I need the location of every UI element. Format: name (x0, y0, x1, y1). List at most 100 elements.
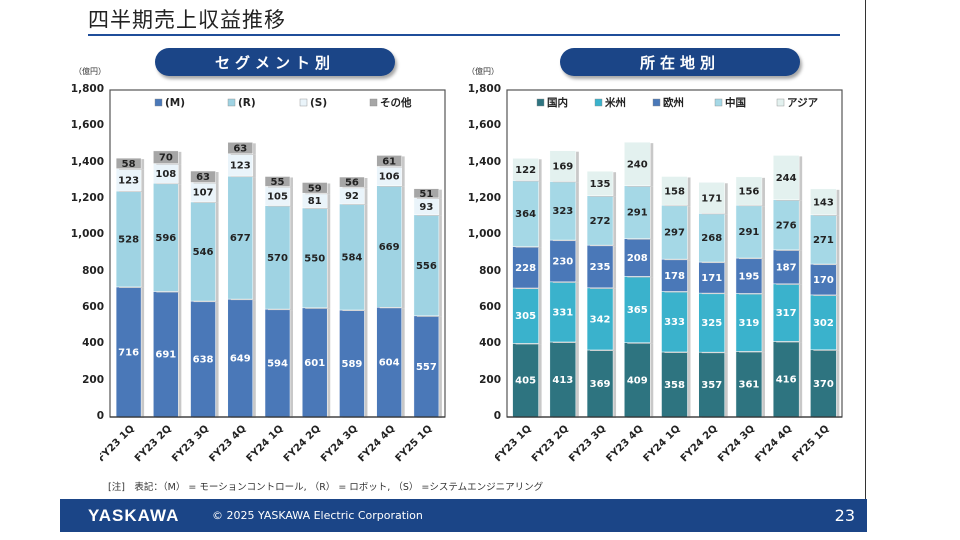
data-label: 244 (776, 173, 797, 184)
data-label: 317 (776, 308, 797, 319)
yaskawa-logo: YASKAWA (88, 506, 180, 525)
bar-segment (772, 283, 800, 342)
copyright: © 2025 YASKAWA Electric Corporation (212, 509, 423, 522)
footnote: [注] 表記：（M） = モーションコントロール, （R） = ロボット, （S… (108, 482, 544, 493)
data-label: 358 (664, 380, 685, 391)
data-label: 323 (552, 206, 573, 217)
bar-segment (624, 342, 651, 418)
legend-label: アジア (787, 97, 819, 109)
bar-segment (301, 307, 328, 418)
y-tick-label: 600 (479, 301, 501, 313)
bar-segment (512, 180, 539, 247)
segment-chart-heading: セグメント別 (155, 48, 395, 76)
data-label: 409 (627, 375, 648, 386)
y-tick-label: 1,200 (70, 192, 104, 204)
y-tick-label: 1,000 (467, 228, 501, 241)
legend-label: 米州 (604, 96, 626, 109)
region-unit-label: （億円） (467, 67, 499, 76)
bar-segment (549, 341, 577, 418)
legend-swatch (652, 98, 661, 107)
bar-segment (512, 287, 539, 344)
data-label: 81 (308, 196, 322, 207)
data-label: 268 (701, 233, 722, 244)
data-label: 195 (739, 271, 760, 282)
data-label: 171 (701, 273, 722, 284)
bar-segment (735, 293, 763, 352)
data-label: 570 (267, 253, 288, 264)
x-tick-label: FY23 1Q (100, 423, 137, 464)
y-tick-label: 1,600 (467, 119, 501, 132)
y-tick-label: 1,600 (70, 119, 104, 132)
data-label: 272 (590, 216, 611, 227)
legend-swatch (227, 98, 236, 107)
data-label: 638 (193, 355, 214, 366)
bar-segment (810, 294, 837, 351)
bar-segment (586, 287, 614, 351)
data-label: 178 (664, 271, 685, 282)
bar-segment (190, 170, 216, 183)
bar-segment (624, 276, 651, 343)
data-label: 63 (196, 172, 210, 183)
bar-segment (772, 249, 800, 285)
legend-label: (M) (165, 97, 185, 109)
bar-segment (698, 261, 725, 294)
region-chart-heading: 所在地別 (560, 48, 800, 76)
data-label: 331 (552, 307, 573, 318)
bar-segment (264, 176, 291, 187)
legend-label: (R) (238, 97, 256, 109)
data-label: 369 (590, 379, 611, 390)
bar-segment (301, 182, 328, 194)
bar-segment (661, 258, 688, 292)
bar-segment (624, 141, 651, 186)
x-tick-label: FY24 3Q (716, 423, 757, 464)
data-label: 416 (776, 375, 797, 386)
data-label: 550 (304, 253, 325, 264)
bar-segment (661, 204, 688, 260)
bar-segment (586, 349, 614, 418)
data-label: 169 (552, 162, 573, 173)
y-tick-label: 800 (82, 264, 104, 277)
data-label: 677 (230, 233, 251, 244)
data-label: 56 (345, 178, 359, 189)
bar-segment (624, 238, 651, 277)
data-label: 143 (813, 197, 834, 208)
x-tick-label: FY24 1Q (245, 423, 286, 464)
bar-segment (115, 157, 142, 169)
data-label: 302 (813, 318, 834, 329)
y-tick-label: 400 (82, 337, 104, 350)
bar-segment (810, 214, 837, 265)
data-label: 546 (193, 247, 214, 258)
y-tick-label: 200 (82, 373, 104, 386)
data-label: 333 (664, 317, 685, 328)
x-tick-label: FY25 1Q (791, 423, 832, 464)
bar-segment (153, 291, 179, 418)
bar-segment (586, 195, 614, 246)
data-label: 230 (552, 256, 573, 267)
data-label: 669 (379, 242, 400, 253)
y-tick-label: 0 (96, 410, 104, 422)
data-label: 601 (304, 358, 325, 369)
data-label: 108 (155, 169, 176, 180)
data-label: 584 (342, 252, 363, 263)
data-label: 187 (776, 262, 797, 273)
data-label: 319 (739, 318, 760, 329)
bar-segment (512, 158, 539, 181)
x-tick-label: FY24 4Q (356, 423, 397, 464)
legend-swatch (536, 98, 545, 107)
data-label: 58 (122, 159, 136, 170)
data-label: 370 (813, 379, 834, 390)
x-tick-label: FY24 2Q (679, 423, 720, 464)
data-label: 171 (701, 193, 722, 204)
legend-swatch (154, 98, 163, 107)
x-tick-label: FY23 3Q (567, 423, 608, 464)
bar-segment (339, 309, 365, 418)
x-tick-label: FY23 3Q (170, 423, 211, 464)
bar-segment (772, 155, 800, 200)
data-label: 51 (419, 189, 433, 200)
bar-segment (624, 185, 651, 239)
bar-segment (698, 213, 725, 263)
legend-swatch (594, 98, 603, 107)
x-tick-label: FY23 2Q (530, 423, 571, 464)
data-label: 342 (590, 314, 611, 325)
